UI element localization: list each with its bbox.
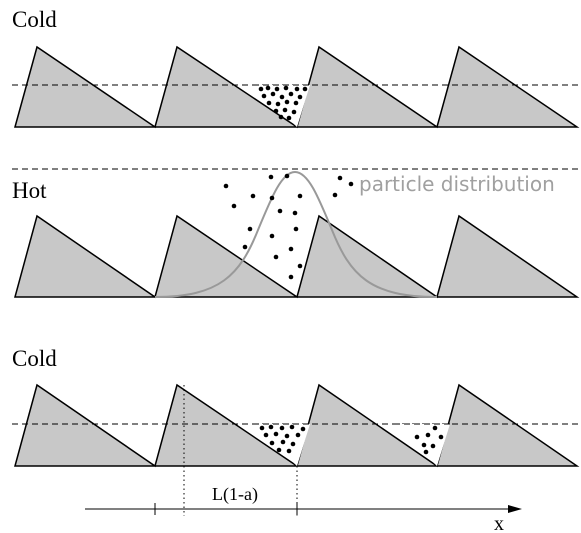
- panel-label-cold-top: Cold: [12, 7, 57, 32]
- panel-label-hot: Hot: [12, 178, 47, 203]
- distribution-label: particle distribution: [359, 172, 555, 196]
- x-axis: x: [85, 503, 522, 533]
- particle-cluster-bottom-right: [414, 425, 444, 455]
- panel-cold-top: Cold: [12, 7, 580, 129]
- panel-label-cold-bottom: Cold: [12, 346, 57, 371]
- panel-cold-bottom: Cold: [12, 346, 580, 468]
- ratchet-potential-middle: [14, 214, 580, 299]
- particle-scatter-middle: [223, 173, 354, 280]
- x-axis-arrow-icon: [508, 505, 522, 513]
- x-axis-label: x: [494, 513, 504, 533]
- particle-cluster-bottom-center: [259, 424, 306, 454]
- period-label: L(1-a): [212, 484, 258, 505]
- gaussian-distribution-curve: [154, 170, 438, 298]
- particle-cluster-top: [258, 85, 308, 121]
- panel-hot-middle: Hot particle distribution: [12, 168, 580, 299]
- particle-well-top: [253, 85, 310, 127]
